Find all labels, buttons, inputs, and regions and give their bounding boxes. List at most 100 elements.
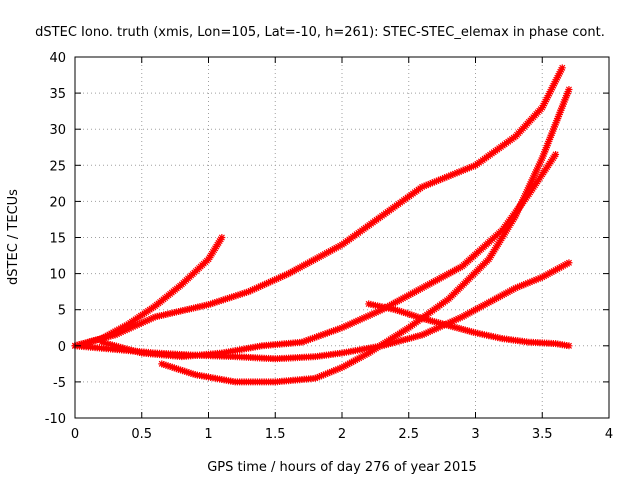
data-point-marker [422,282,430,290]
data-point-marker [557,106,565,114]
data-point-marker [267,278,275,286]
data-point-marker [319,251,327,259]
data-point-marker [317,372,325,380]
data-point-marker [209,299,217,307]
data-point-marker [430,178,438,186]
data-point-marker [534,275,542,283]
data-point-marker [226,294,234,302]
data-point-marker [298,338,306,346]
data-point-marker [428,326,436,334]
data-point-marker [467,163,475,171]
y-tick-label: 5 [58,304,66,319]
data-point-marker [287,269,295,277]
y-tick-label: -10 [45,412,66,427]
data-point-marker [534,164,542,172]
data-point-marker [311,255,319,263]
data-point-marker [454,264,462,272]
data-point-marker [504,288,512,296]
data-point-marker [455,168,463,176]
data-point-marker [462,311,470,319]
data-point-marker [538,273,546,281]
data-point-marker [344,321,352,329]
data-point-marker [437,274,445,282]
data-point-marker [340,362,348,370]
data-point-marker [548,268,556,276]
data-point-marker [562,94,570,102]
data-point-marker [524,184,532,192]
data-point-marker [537,156,545,164]
data-point-marker [530,277,538,285]
data-point-marker [308,334,316,342]
data-point-marker [533,166,541,174]
data-point-marker [424,328,432,336]
series-arc-5 [158,85,573,386]
data-point-marker [391,306,399,314]
data-point-marker [447,171,455,179]
data-point-marker [512,212,520,220]
plot-area [71,64,573,386]
data-point-marker [164,362,172,370]
data-point-marker [362,313,370,321]
data-point-marker [506,287,514,295]
data-point-marker [320,371,328,379]
data-point-marker [529,174,537,182]
data-point-marker [330,367,338,375]
data-point-marker [441,272,449,280]
data-point-marker [452,316,460,324]
data-point-marker [443,173,451,181]
data-point-marker [522,190,530,198]
data-point-marker [540,272,548,280]
data-point-marker [160,361,168,369]
data-point-marker [453,169,461,177]
data-point-marker [445,172,453,180]
data-point-marker [502,289,510,297]
data-point-marker [230,292,238,300]
data-point-marker [325,328,333,336]
data-point-marker [426,280,434,288]
data-point-marker [541,146,549,154]
data-point-marker [353,355,361,363]
data-point-marker [441,174,449,182]
x-tick-label: 0.5 [131,427,152,442]
data-point-marker [545,137,553,145]
data-point-marker [420,330,428,338]
data-point-marker [313,254,321,262]
data-point-marker [211,299,219,307]
x-tick-label: 1 [204,427,212,442]
data-point-marker [443,271,451,279]
data-point-marker [405,291,413,299]
data-point-marker [422,181,430,189]
data-point-marker [539,152,547,160]
data-point-marker [129,323,137,331]
data-point-marker [464,310,472,318]
data-point-marker [397,295,405,303]
data-point-marker [249,286,257,294]
data-point-marker [406,310,414,318]
data-point-marker [346,320,354,328]
data-point-marker [133,321,141,329]
data-point-marker [111,331,119,339]
data-point-marker [285,270,293,278]
data-point-marker [328,368,336,376]
data-point-marker [552,266,560,274]
data-point-marker [551,121,559,129]
data-point-marker [119,323,127,331]
data-point-marker [242,288,250,296]
data-point-marker [240,289,248,297]
data-point-marker [564,88,572,96]
data-point-marker [143,317,151,325]
data-point-marker [549,127,557,135]
data-point-marker [521,192,529,200]
data-point-marker [396,307,404,315]
data-point-marker [424,281,432,289]
data-point-marker [393,297,401,305]
data-point-marker [527,178,535,186]
data-point-marker [560,98,568,106]
data-point-marker [434,324,442,332]
data-point-marker [558,64,566,72]
y-axis-label: dSTEC / TECUs [6,189,21,285]
data-point-marker [469,162,477,170]
x-tick-label: 2 [338,427,346,442]
data-point-marker [563,92,571,100]
